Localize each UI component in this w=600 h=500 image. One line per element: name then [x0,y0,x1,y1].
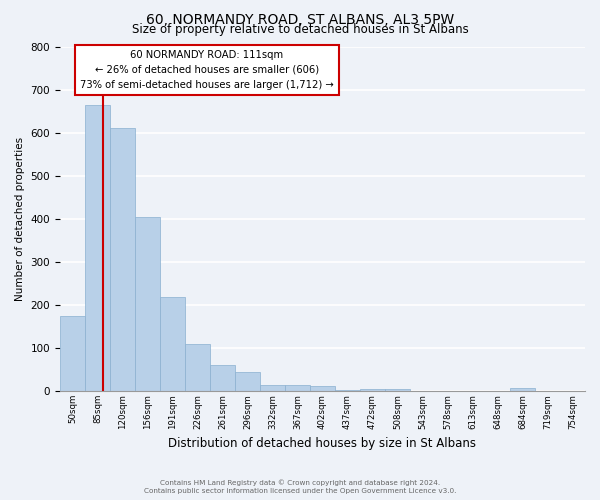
Bar [310,386,335,391]
Text: Contains HM Land Registry data © Crown copyright and database right 2024.
Contai: Contains HM Land Registry data © Crown c… [144,479,456,494]
Text: 60, NORMANDY ROAD, ST ALBANS, AL3 5PW: 60, NORMANDY ROAD, ST ALBANS, AL3 5PW [146,12,454,26]
Bar [510,388,535,391]
Bar [285,385,310,391]
Text: Size of property relative to detached houses in St Albans: Size of property relative to detached ho… [131,22,469,36]
Bar [160,297,185,391]
Text: 60 NORMANDY ROAD: 111sqm
← 26% of detached houses are smaller (606)
73% of semi-: 60 NORMANDY ROAD: 111sqm ← 26% of detach… [80,50,334,90]
Bar [335,390,360,391]
Bar [210,365,235,391]
Bar [260,384,285,391]
Bar [360,389,385,391]
Bar [110,128,135,391]
Bar [235,372,260,391]
Bar [385,389,410,391]
Bar [60,316,85,391]
Bar [185,344,210,391]
Bar [85,104,110,391]
X-axis label: Distribution of detached houses by size in St Albans: Distribution of detached houses by size … [169,437,476,450]
Bar [135,218,160,391]
Y-axis label: Number of detached properties: Number of detached properties [15,136,25,301]
